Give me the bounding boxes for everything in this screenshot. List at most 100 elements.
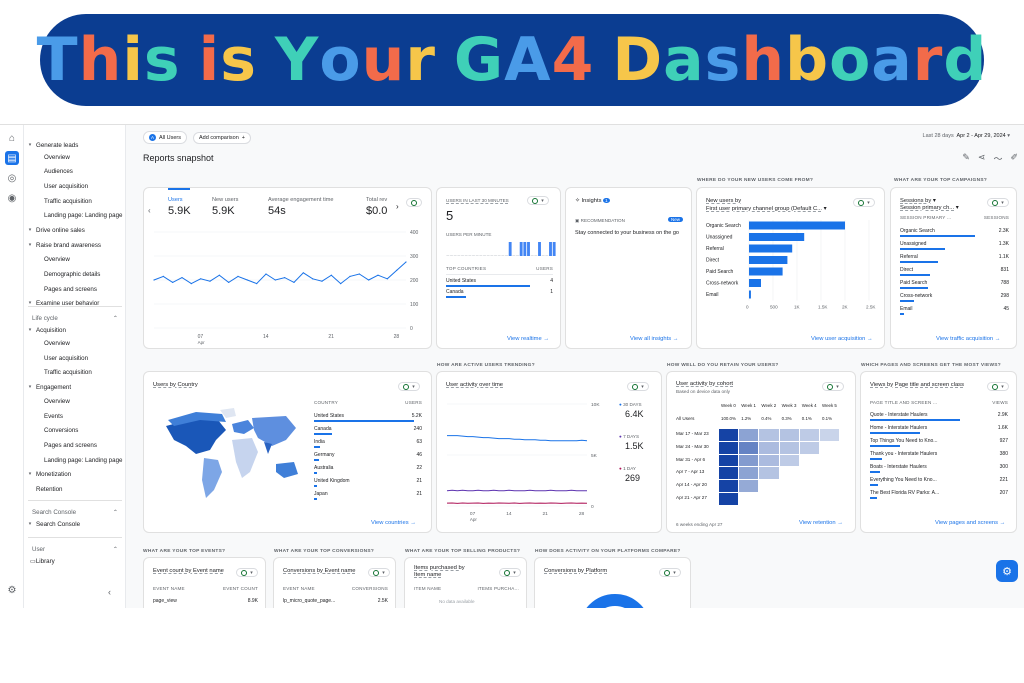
- sidebar-item[interactable]: Demographic details: [24, 268, 126, 280]
- sidebar-item[interactable]: ▾ Examine user behavior: [24, 297, 126, 309]
- sidebar-item[interactable]: User acquisition: [24, 180, 126, 192]
- table-row[interactable]: Top Things You Need to Kno... 927: [870, 438, 1008, 444]
- sidebar-item[interactable]: Overview: [24, 253, 126, 265]
- newusers-menu[interactable]: ▾: [853, 198, 875, 207]
- sidebar-item[interactable]: ▾ Drive online sales: [24, 224, 126, 236]
- cohort-menu[interactable]: ▾: [822, 382, 844, 391]
- metric-label[interactable]: New users: [212, 197, 239, 203]
- table-row[interactable]: lp_micro_quote_page... 2.5K: [283, 598, 388, 604]
- table-row[interactable]: Germany 46: [314, 452, 422, 458]
- sidebar-item[interactable]: Traffic acquisition: [24, 366, 126, 378]
- sidebar-item[interactable]: Overview: [24, 151, 126, 163]
- view-user-acquisition-link[interactable]: View user acquisition →: [811, 336, 873, 342]
- table-row[interactable]: Organic Search 2.3K: [900, 228, 1009, 234]
- table-row[interactable]: Email 45: [900, 306, 1009, 312]
- table-row[interactable]: Everything You Need to Kno... 221: [870, 477, 1008, 483]
- table-row[interactable]: Direct 831: [900, 267, 1009, 273]
- table-row[interactable]: Quote - Interstate Haulers 2.9K: [870, 412, 1008, 418]
- table-row[interactable]: The Best Florida RV Parks: A... 207: [870, 490, 1008, 496]
- sidebar-item[interactable]: Retention: [24, 483, 126, 495]
- collapse-icon[interactable]: ⌃: [112, 545, 118, 553]
- cohort-cell[interactable]: [759, 467, 779, 480]
- channel-bar[interactable]: [749, 233, 805, 241]
- reports-icon[interactable]: ▤: [5, 151, 19, 165]
- cohort-cell[interactable]: [719, 493, 739, 505]
- home-icon[interactable]: ⌂: [8, 132, 16, 144]
- metric-label[interactable]: Users: [168, 197, 183, 203]
- date-range-picker[interactable]: Last 28 days Apr 2 - Apr 29, 2024 ▾: [922, 133, 1010, 139]
- table-row[interactable]: Cross-network 298: [900, 293, 1009, 299]
- table-row[interactable]: Home - Interstate Haulers 1.6K: [870, 425, 1008, 431]
- metric-label[interactable]: Average engagement time: [268, 197, 334, 203]
- view-traffic-acquisition-link[interactable]: View traffic acquisition →: [936, 336, 1001, 342]
- edit-icon[interactable]: ✐: [1010, 152, 1018, 162]
- cohort-cell[interactable]: [759, 441, 779, 454]
- cohort-cell[interactable]: [739, 480, 759, 492]
- campaigns-dimension[interactable]: Session primary ch... ▾: [900, 205, 959, 211]
- sidebar-item[interactable]: Traffic acquisition: [24, 195, 126, 207]
- cohort-cell[interactable]: [820, 429, 840, 441]
- cohort-cell[interactable]: [759, 429, 779, 441]
- metric-label[interactable]: Total rev: [366, 197, 388, 203]
- sidebar-item[interactable]: Landing page: Landing page: [24, 209, 126, 221]
- channel-bar[interactable]: [749, 279, 761, 287]
- sidebar-item[interactable]: Conversions: [24, 424, 126, 436]
- products-menu[interactable]: ▾: [499, 568, 521, 577]
- sidebar-item[interactable]: ▾ Monetization: [24, 468, 126, 480]
- table-row[interactable]: Japan 21: [314, 491, 422, 497]
- cohort-cell[interactable]: [779, 441, 799, 454]
- sidebar-item[interactable]: ▾ Search Console: [24, 518, 126, 530]
- table-row[interactable]: United Kingdom 21: [314, 478, 422, 484]
- platforms-menu[interactable]: ▾: [659, 568, 681, 577]
- sidebar-item[interactable]: ▭ Library: [24, 555, 126, 567]
- sidebar-item[interactable]: ▾ Engagement: [24, 381, 126, 393]
- table-row[interactable]: United States 4: [446, 278, 553, 284]
- share-icon[interactable]: ⋖: [977, 152, 986, 162]
- view-realtime-link[interactable]: View realtime →: [507, 336, 550, 342]
- pages-menu[interactable]: ▾: [987, 382, 1009, 391]
- channel-bar[interactable]: [749, 267, 783, 276]
- chevron-right-icon[interactable]: ›: [396, 202, 399, 211]
- sidebar-item[interactable]: Overview: [24, 395, 126, 407]
- settings-gear-icon[interactable]: ⚙: [7, 584, 17, 596]
- cohort-cell[interactable]: [759, 454, 779, 467]
- campaigns-menu[interactable]: ▾: [987, 198, 1009, 207]
- sidebar-item[interactable]: User acquisition: [24, 352, 126, 364]
- sidebar-item[interactable]: Events: [24, 410, 126, 422]
- sidebar-item[interactable]: Pages and screens: [24, 283, 126, 295]
- sidebar-item[interactable]: Overview: [24, 337, 126, 349]
- cohort-cell[interactable]: [719, 454, 739, 467]
- table-row[interactable]: Canada 1: [446, 289, 553, 295]
- cohort-cell[interactable]: [719, 429, 739, 441]
- activity-menu[interactable]: ▾: [627, 382, 649, 391]
- cohort-cell[interactable]: [739, 454, 759, 467]
- view-pages-link[interactable]: View pages and screens →: [935, 520, 1006, 526]
- explore-icon[interactable]: ◎: [7, 172, 17, 184]
- advertising-icon[interactable]: ◉: [7, 192, 17, 204]
- view-countries-link[interactable]: View countries →: [371, 520, 417, 526]
- table-row[interactable]: Referral 1.1K: [900, 254, 1009, 260]
- customize-icon[interactable]: ✎: [962, 152, 970, 162]
- sidebar-item[interactable]: Pages and screens: [24, 439, 126, 451]
- channel-bar[interactable]: [749, 290, 751, 299]
- status-check[interactable]: [406, 198, 422, 207]
- table-row[interactable]: Paid Search 788: [900, 280, 1009, 286]
- channel-bar[interactable]: [749, 221, 845, 230]
- table-row[interactable]: Australia 22: [314, 465, 422, 471]
- insight-text[interactable]: Stay connected to your business on the g…: [575, 230, 679, 236]
- events-menu[interactable]: ▾: [236, 568, 258, 577]
- table-row[interactable]: United States 5.2K: [314, 413, 422, 419]
- realtime-menu[interactable]: ▾: [527, 196, 549, 205]
- view-retention-link[interactable]: View retention →: [799, 520, 844, 526]
- table-row[interactable]: India 63: [314, 439, 422, 445]
- cohort-cell[interactable]: [799, 441, 819, 454]
- collapse-icon[interactable]: ⌃: [112, 508, 118, 516]
- table-row[interactable]: page_view 8.9K: [153, 598, 258, 604]
- newusers-dimension[interactable]: First user primary channel group (Defaul…: [706, 206, 827, 212]
- sidebar-item[interactable]: Landing page: Landing page: [24, 454, 126, 466]
- collapse-sidebar-icon[interactable]: ‹: [108, 587, 111, 597]
- all-users-chip[interactable]: A All Users: [143, 131, 188, 144]
- table-row[interactable]: Unassigned 1.3K: [900, 241, 1009, 247]
- cohort-cell[interactable]: [719, 467, 739, 480]
- sidebar-item[interactable]: ▾ Acquisition: [24, 324, 126, 336]
